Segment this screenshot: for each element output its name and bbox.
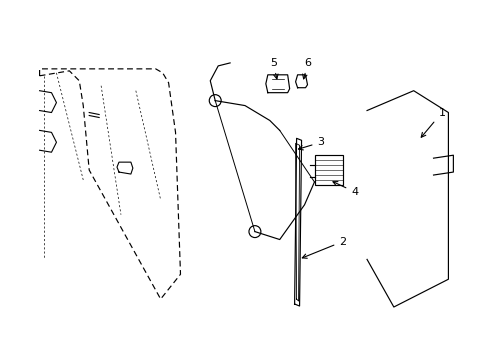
Text: 4: 4 — [332, 181, 358, 197]
Text: 3: 3 — [298, 137, 324, 150]
Text: 2: 2 — [302, 237, 346, 258]
Text: 1: 1 — [420, 108, 445, 137]
Bar — [315, 155, 343, 185]
Text: 6: 6 — [302, 58, 311, 79]
Text: 5: 5 — [269, 58, 278, 79]
